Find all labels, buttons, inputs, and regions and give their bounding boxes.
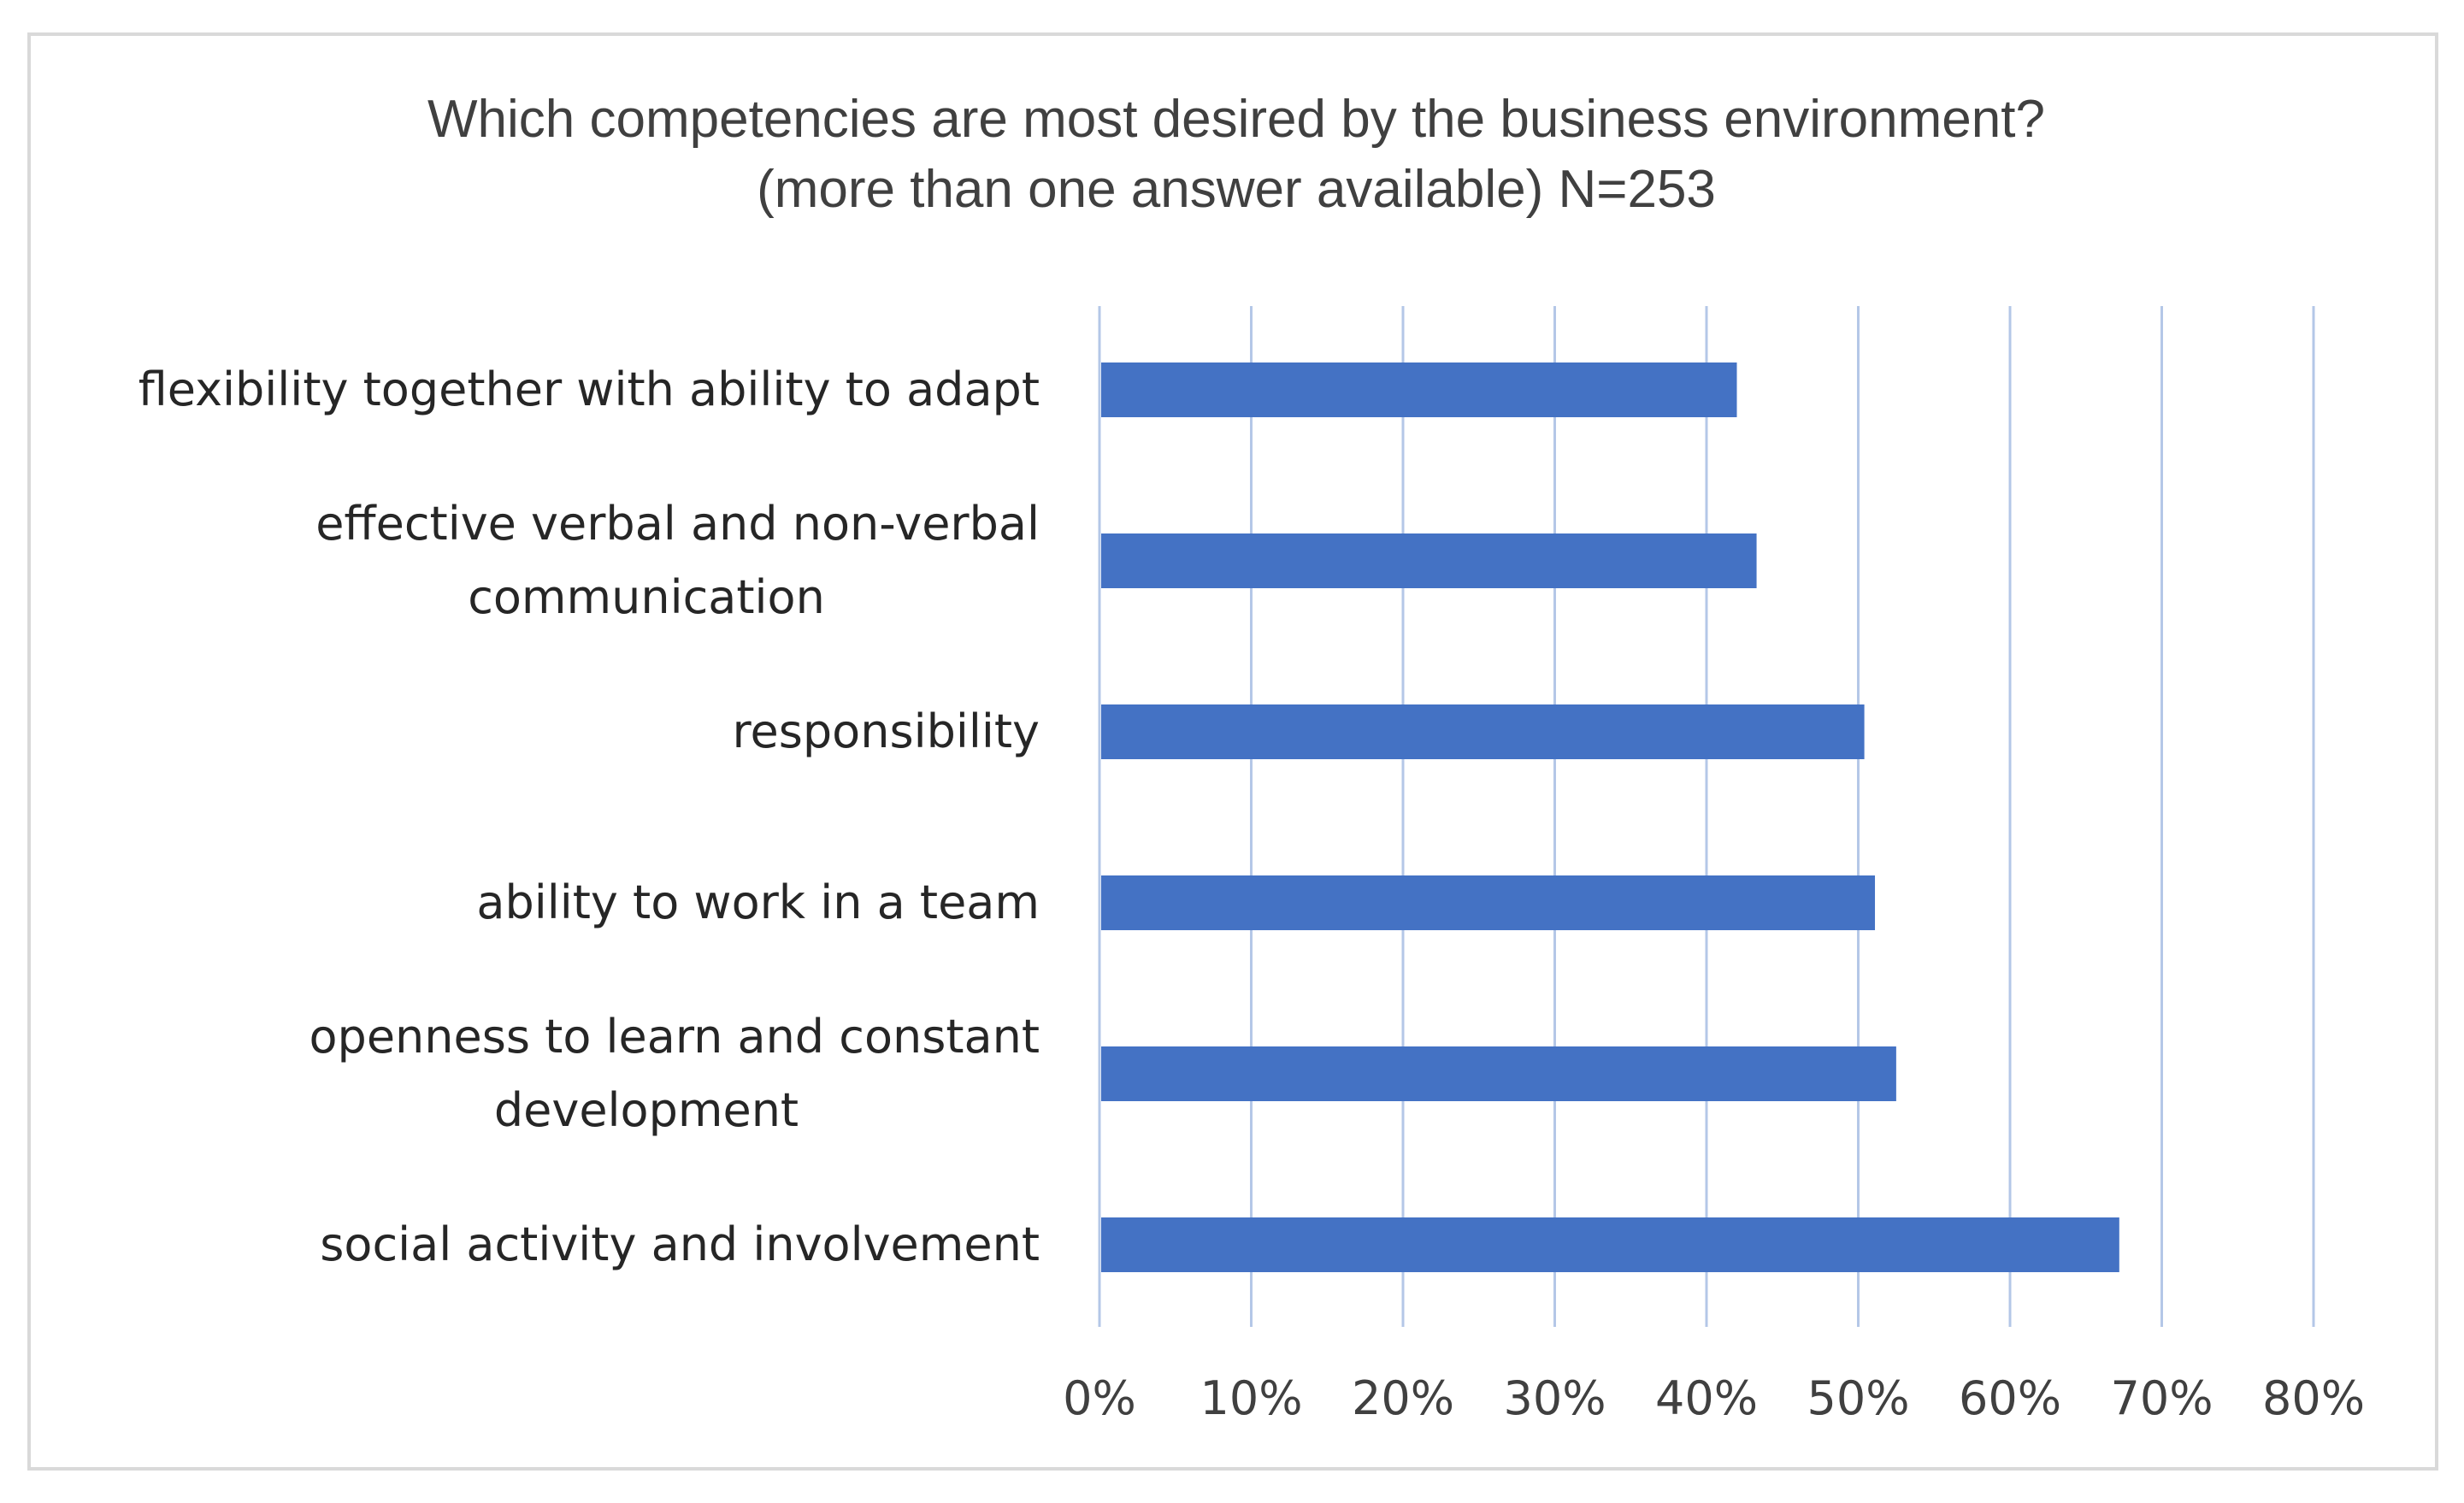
category-label-1: flexibility together with ability to ada… [139,362,1040,416]
x-tick-label-20: 20% [1352,1371,1454,1425]
bar-chart: Which competencies are most desired by t… [139,90,2365,1425]
category-label-5-line-1: openness to learn and constant [309,1010,1040,1064]
x-tick-label-30: 30% [1503,1371,1606,1425]
x-tick-label-60: 60% [1959,1371,2061,1425]
bar-2 [1101,533,1757,588]
x-tick-label-0: 0% [1063,1371,1136,1425]
bar-1 [1101,362,1737,417]
x-tick-label-70: 70% [2110,1371,2213,1425]
chart-frame: Which competencies are most desired by t… [27,32,2438,1471]
bar-4 [1101,875,1876,930]
category-label-3: responsibility [733,704,1040,758]
bar-3 [1101,704,1865,759]
x-tick-label-50: 50% [1807,1371,1909,1425]
category-label-4: ability to work in a team [476,875,1040,929]
category-label-2-line-1: effective verbal and non-verbal [315,497,1040,551]
category-label-6: social activity and involvement [320,1217,1040,1271]
bar-6 [1101,1217,2119,1272]
x-tick-label-80: 80% [2262,1371,2365,1425]
x-tick-label-10: 10% [1200,1371,1302,1425]
category-label-2-line-2: communication [468,570,825,624]
chart-title-line-2: (more than one answer available) N=253 [757,160,1716,219]
bar-5 [1101,1046,1896,1101]
category-label-5-line-2: development [494,1083,799,1137]
chart-title-line-1: Which competencies are most desired by t… [427,90,2045,149]
x-tick-label-40: 40% [1655,1371,1758,1425]
